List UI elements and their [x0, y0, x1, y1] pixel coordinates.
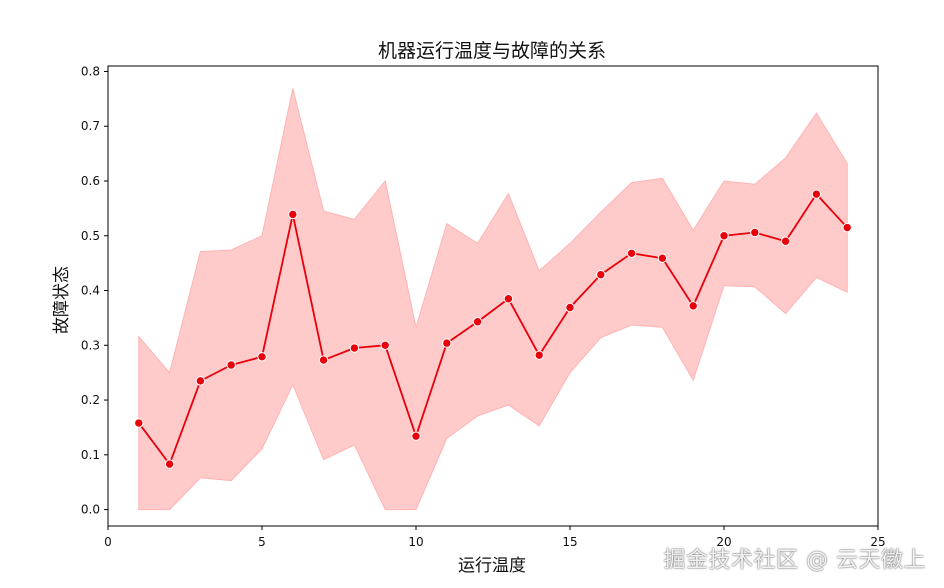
data-point	[626, 248, 637, 258]
y-tick-label: 0.8	[81, 64, 100, 78]
chart-title: 机器运行温度与故障的关系	[378, 40, 606, 62]
y-tick-label: 0.3	[81, 338, 100, 352]
x-tick-label: 0	[104, 535, 112, 549]
data-point	[195, 376, 206, 386]
confidence-band	[138, 88, 848, 511]
data-point	[780, 236, 791, 246]
data-point	[380, 340, 390, 350]
data-point	[288, 209, 298, 220]
data-point	[750, 227, 760, 238]
y-tick-label: 0.6	[81, 174, 100, 188]
x-tick-label: 20	[716, 535, 731, 549]
data-point	[164, 459, 175, 469]
data-point	[596, 269, 606, 280]
x-tick-label: 5	[258, 535, 266, 549]
x-tick-label: 10	[408, 535, 423, 549]
data-point	[442, 338, 452, 348]
data-point	[534, 350, 544, 360]
y-tick-label: 0.7	[81, 119, 100, 133]
x-axis-label: 运行温度	[458, 556, 526, 576]
data-point	[565, 302, 575, 313]
data-point	[688, 301, 698, 311]
data-point	[349, 343, 360, 353]
y-axis-label: 故障状态	[52, 266, 72, 334]
data-point	[226, 360, 236, 370]
data-point	[811, 189, 822, 199]
data-point	[503, 294, 514, 304]
series-line	[138, 193, 848, 466]
data-point	[134, 418, 144, 428]
x-tick-label: 25	[870, 535, 885, 549]
x-tick-label: 15	[562, 535, 577, 549]
plot-frame	[107, 65, 879, 527]
y-tick-label: 0.2	[81, 393, 100, 407]
data-point	[411, 431, 421, 441]
data-point	[842, 222, 852, 233]
data-point	[719, 231, 729, 241]
y-tick-label: 0.1	[81, 448, 100, 462]
y-tick-label: 0.5	[81, 229, 100, 243]
y-tick-label: 0.0	[81, 503, 100, 517]
data-point	[257, 352, 267, 362]
data-point	[657, 253, 668, 263]
y-tick-label: 0.4	[81, 284, 100, 298]
data-point	[472, 317, 483, 327]
data-point	[318, 355, 329, 365]
